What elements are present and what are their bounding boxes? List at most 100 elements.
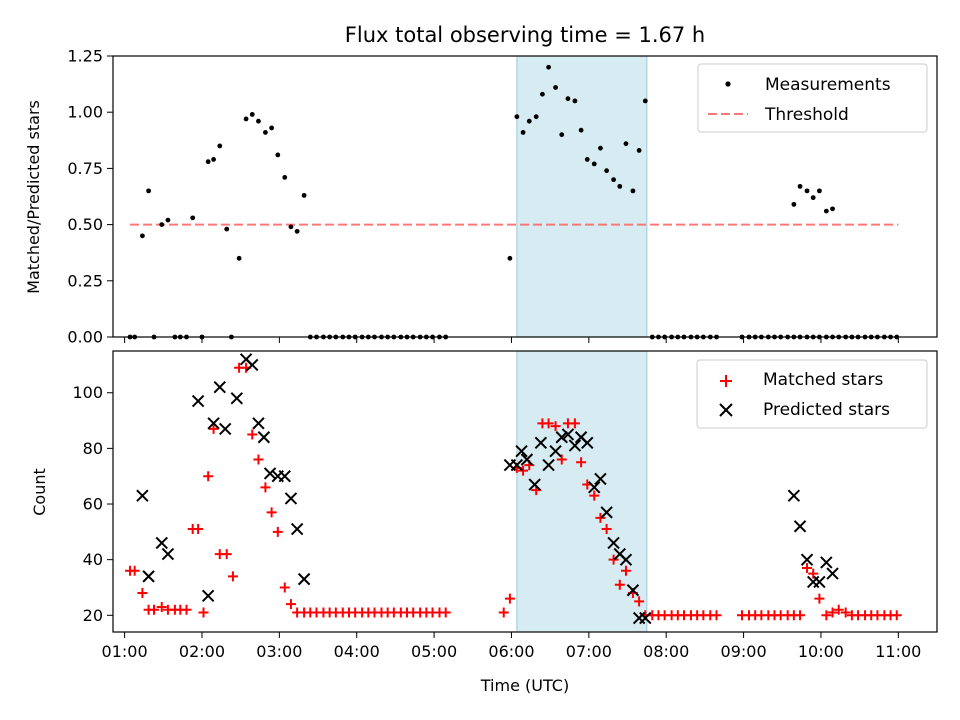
top-x-ticks bbox=[124, 337, 899, 343]
matched-star-point bbox=[272, 526, 283, 537]
predicted-star-point bbox=[207, 417, 220, 430]
x-tick-label: 05:00 bbox=[411, 642, 457, 661]
measurement-point bbox=[823, 208, 829, 214]
measurement-point bbox=[611, 177, 616, 183]
predicted-star-point bbox=[246, 358, 259, 372]
bottom-y-ticks: 20 40 60 80 100 bbox=[72, 383, 113, 625]
matched-star-point bbox=[556, 454, 567, 465]
matched-star-point bbox=[504, 593, 515, 604]
top-y-axis-label: Matched/Predicted stars bbox=[24, 100, 43, 294]
predicted-star-point bbox=[607, 536, 620, 550]
measurement-point bbox=[140, 233, 145, 239]
measurement-point bbox=[269, 125, 275, 131]
matched-star-point bbox=[711, 610, 722, 621]
measurement-point bbox=[830, 206, 835, 212]
matched-star-point bbox=[129, 565, 140, 576]
x-axis-label: Time (UTC) bbox=[480, 676, 569, 695]
legend-threshold-label: Threshold bbox=[764, 105, 849, 125]
predicted-star-point bbox=[581, 436, 594, 450]
bottom-axes-frame bbox=[112, 350, 938, 633]
x-tick-label: 02:00 bbox=[179, 642, 225, 661]
predicted-star-point bbox=[257, 431, 271, 444]
predicted-star-point bbox=[561, 428, 575, 441]
measurement-point bbox=[636, 148, 642, 153]
predicted-star-point bbox=[800, 553, 814, 566]
matched-star-point bbox=[193, 524, 204, 535]
matched-star-point bbox=[518, 465, 529, 476]
matched-star-point bbox=[203, 471, 214, 482]
measurement-point bbox=[205, 159, 211, 165]
predicted-star-point bbox=[549, 444, 562, 458]
matched-star-point bbox=[137, 588, 148, 599]
top-legend: Measurements Threshold bbox=[697, 63, 928, 133]
predicted-star-point bbox=[600, 506, 613, 519]
matched-star-point bbox=[279, 582, 290, 593]
measurement-point bbox=[816, 188, 822, 194]
y-tick-label: 20 bbox=[83, 606, 103, 625]
matched-star-point bbox=[498, 607, 509, 618]
predicted-star-point bbox=[136, 489, 149, 502]
matched-star-point bbox=[260, 482, 271, 493]
measurement-point bbox=[211, 157, 216, 162]
predicted-star-point bbox=[534, 436, 548, 450]
predicted-star-point bbox=[639, 611, 652, 625]
y-tick-label: 0.00 bbox=[67, 328, 103, 347]
predicted-star-point bbox=[588, 481, 601, 494]
predicted-star-point bbox=[252, 417, 265, 430]
measurement-point bbox=[526, 118, 532, 124]
x-tick-label: 11:00 bbox=[875, 642, 921, 661]
x-tick-label: 08:00 bbox=[643, 642, 689, 661]
predicted-star-point bbox=[555, 431, 568, 444]
x-tick-label: 09:00 bbox=[721, 642, 767, 661]
predicted-star-point bbox=[594, 472, 607, 486]
x-tick-label: 03:00 bbox=[256, 642, 302, 661]
x-tick-label: 07:00 bbox=[566, 642, 612, 661]
x-tick-label: 01:00 bbox=[102, 642, 148, 661]
predicted-star-point bbox=[542, 458, 555, 472]
predicted-star-point bbox=[619, 553, 633, 566]
bottom-panel: 20 40 60 80 100 01:00 02:00 03:00 04:00 05:00 06:… bbox=[30, 350, 938, 695]
matched-star-point bbox=[891, 610, 902, 621]
y-tick-label: 1.25 bbox=[67, 47, 103, 66]
matched-star-point bbox=[156, 601, 167, 612]
legend-measurements-marker bbox=[725, 81, 731, 87]
y-tick-label: 80 bbox=[83, 439, 103, 458]
predicted-star-point bbox=[161, 547, 175, 561]
matched-star-point bbox=[253, 454, 264, 465]
measurement-point bbox=[623, 141, 629, 147]
measurement-point bbox=[559, 132, 565, 138]
matched-star-point bbox=[833, 604, 844, 615]
x-tick-label: 04:00 bbox=[334, 642, 380, 661]
matched-star-point bbox=[614, 579, 625, 590]
predicted-star-point bbox=[787, 489, 801, 502]
measurement-point bbox=[236, 255, 242, 261]
measurement-point bbox=[598, 145, 603, 151]
matched-star-point bbox=[285, 599, 296, 610]
measurement-point bbox=[282, 174, 288, 180]
bottom-x-ticks: 01:00 02:00 03:00 04:00 05:00 06:00 07:00 08:00… bbox=[102, 632, 921, 661]
matched-star-point bbox=[576, 457, 587, 468]
measurement-point bbox=[224, 226, 230, 232]
measurement-point bbox=[540, 91, 545, 97]
measurement-point bbox=[797, 183, 803, 189]
measurement-point bbox=[804, 188, 810, 194]
measurement-point bbox=[591, 161, 597, 167]
predicted-star-point bbox=[142, 570, 155, 583]
predicted-star-point bbox=[520, 453, 534, 466]
x-tick-label: 10:00 bbox=[798, 642, 844, 661]
top-panel: 0.00 0.25 0.50 0.75 1.00 1.25 Matched/Predict… bbox=[24, 47, 938, 347]
matched-star-point bbox=[634, 596, 645, 607]
measurement-point bbox=[263, 130, 268, 135]
matched-star-point bbox=[198, 607, 209, 618]
predicted-star-point bbox=[297, 572, 311, 586]
predicted-star-point bbox=[278, 469, 291, 483]
bottom-y-axis-label: Count bbox=[30, 468, 49, 516]
measurement-point bbox=[578, 127, 584, 133]
legend-matched-label: Matched stars bbox=[763, 370, 883, 390]
matched-star-point bbox=[589, 490, 600, 501]
matched-star-point bbox=[620, 565, 631, 576]
x-tick-label: 06:00 bbox=[488, 642, 534, 661]
measurement-point bbox=[165, 217, 171, 223]
legend-matched-marker bbox=[720, 375, 732, 387]
